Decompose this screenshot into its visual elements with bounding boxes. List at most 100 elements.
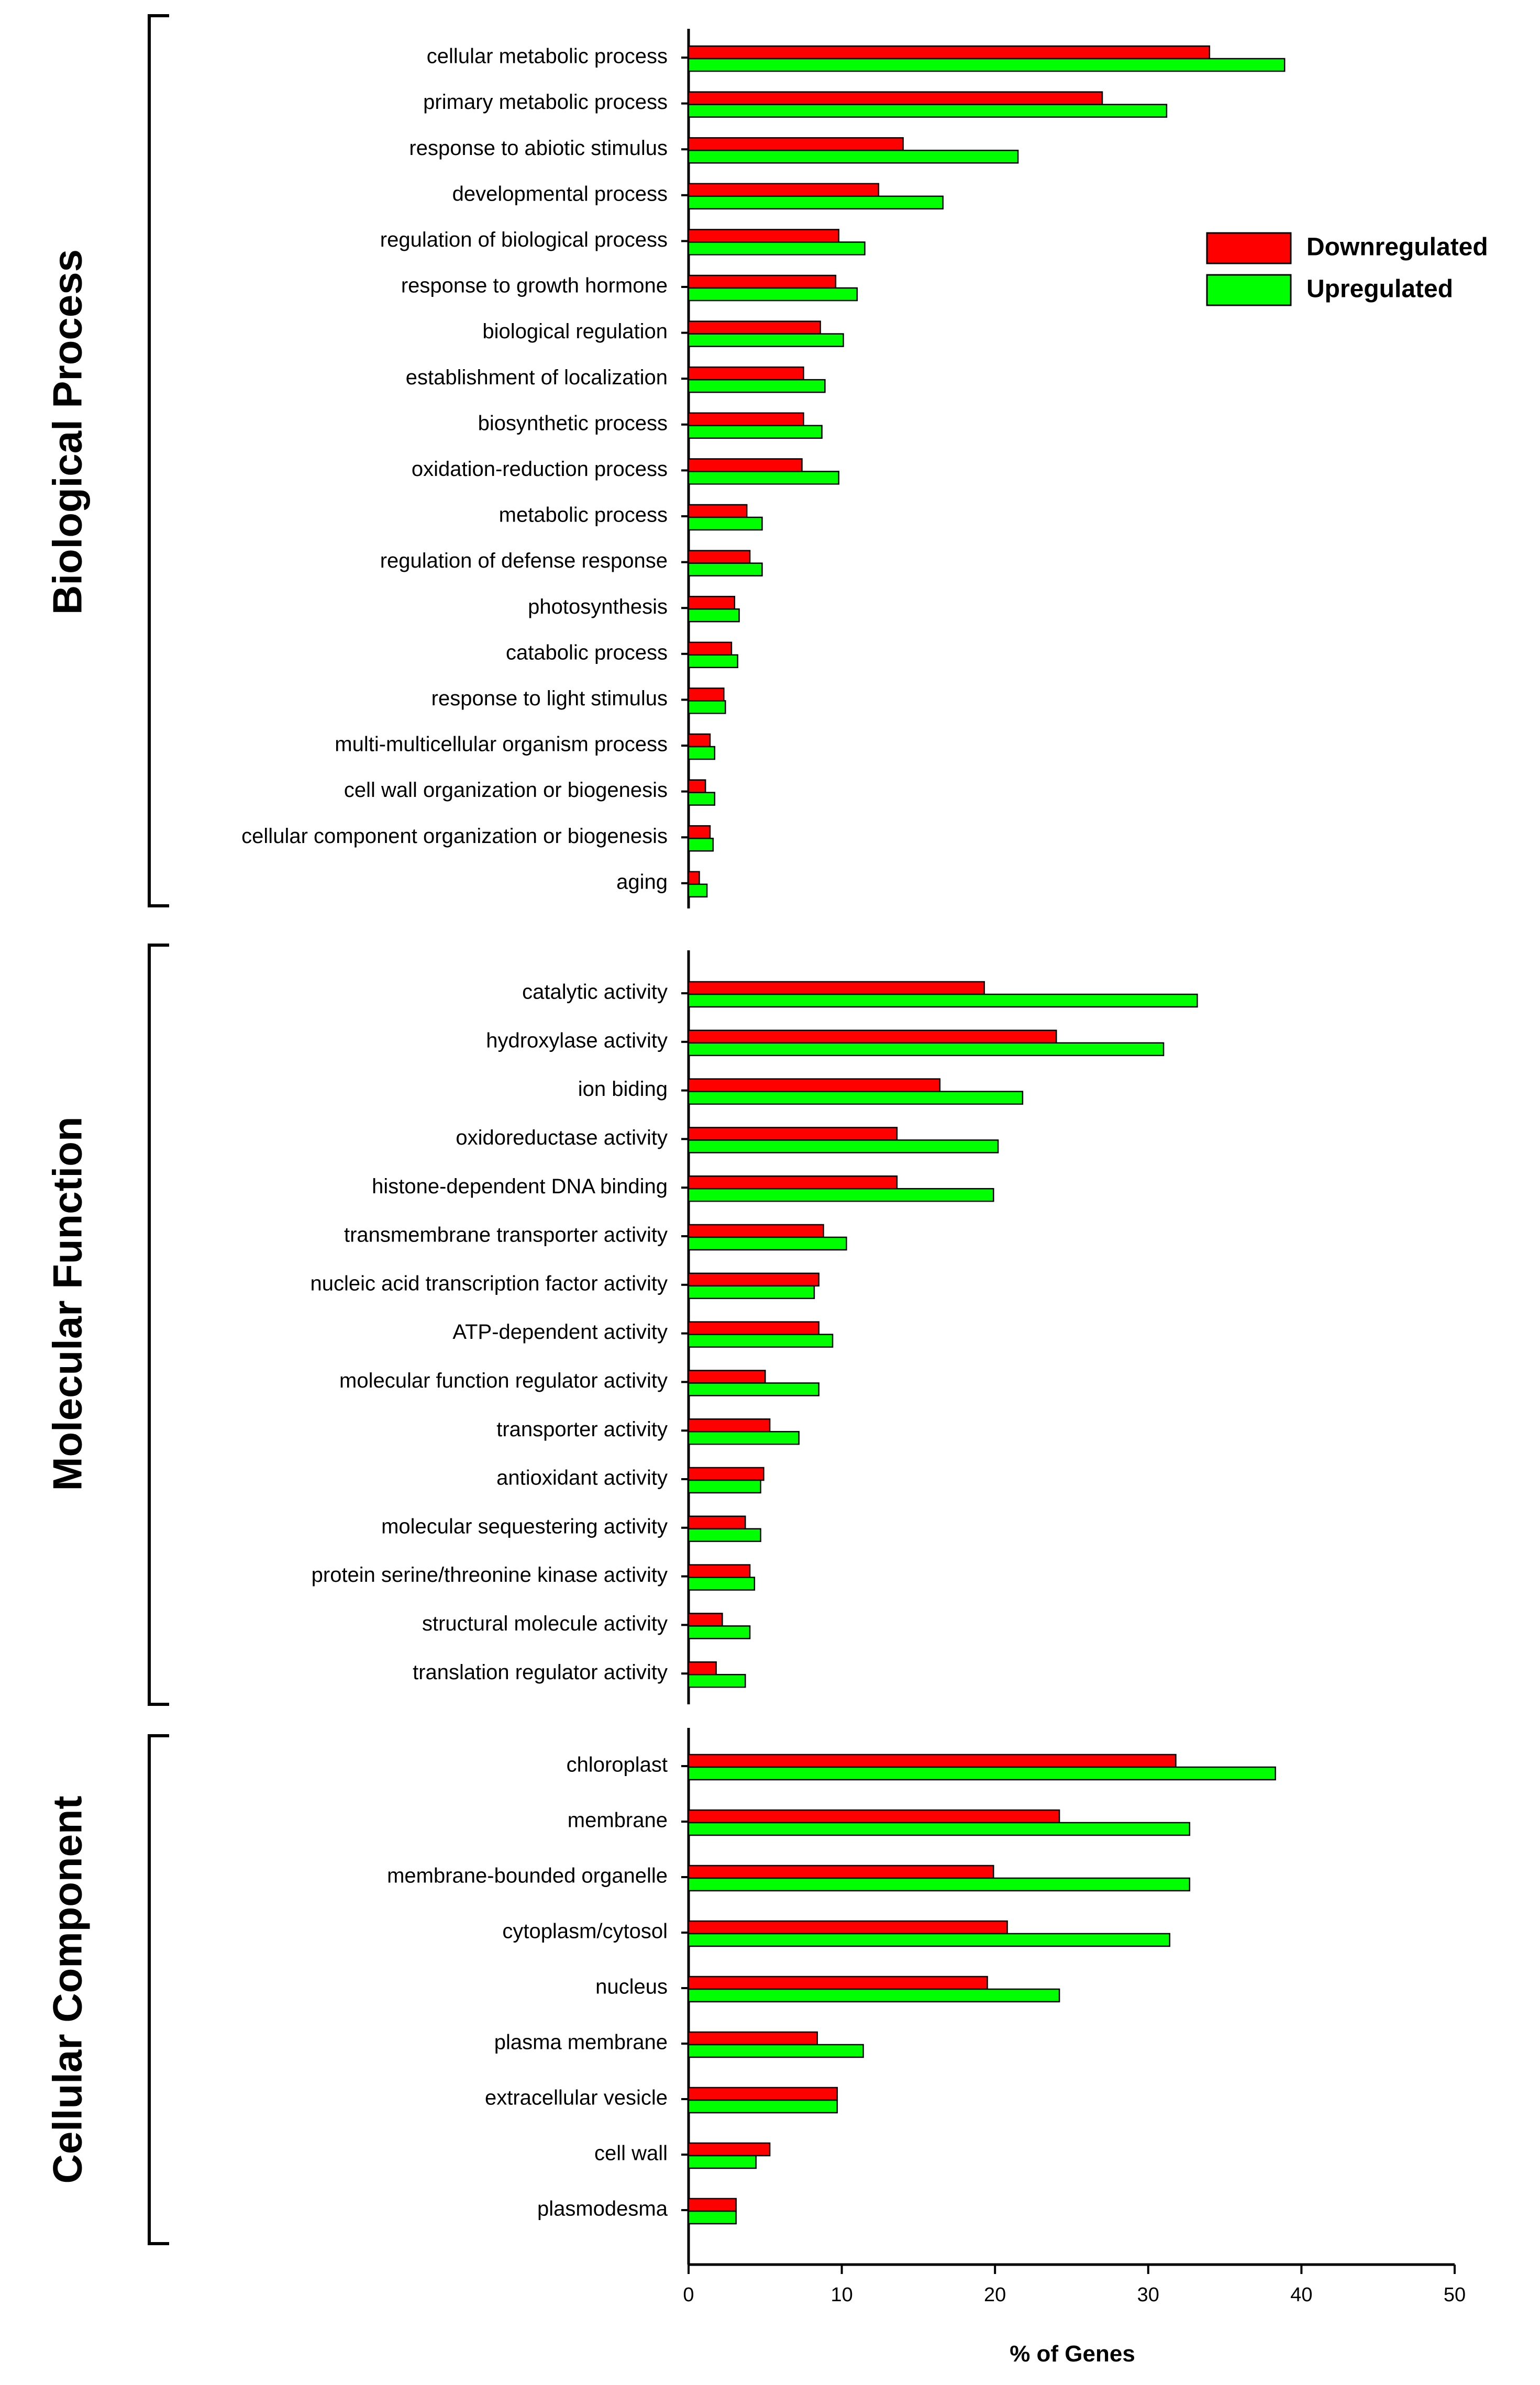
biological-process-category-label: establishment of localization (406, 366, 668, 389)
upregulated-bar (688, 1625, 751, 1639)
downregulated-bar (688, 871, 700, 885)
upregulated-bar (688, 104, 1168, 118)
upregulated-bar (688, 287, 858, 302)
upregulated-bar (688, 1188, 994, 1202)
biological-process-category-label: response to growth hormone (401, 274, 668, 297)
cellular-component-category-label: extracellular vesicle (485, 2087, 668, 2110)
upregulated-bar (688, 1528, 761, 1543)
molecular-function-category-label: hydroxylase activity (486, 1029, 668, 1052)
upregulated-bar (688, 149, 1019, 164)
molecular-function-title: Molecular Function (45, 1116, 91, 1491)
upregulated-bar (688, 562, 763, 576)
molecular-function-category-label: transmembrane transporter activity (344, 1224, 668, 1247)
molecular-function-category-label: ion biding (578, 1078, 668, 1101)
downregulated-bar (688, 504, 748, 518)
upregulated-bar (688, 1673, 746, 1688)
biological-process-category-label: primary metabolic process (423, 91, 668, 114)
biological-process-category-label: cell wall organization or biogenesis (344, 779, 668, 802)
upregulated-bar (688, 1091, 1024, 1105)
biological-process-category-label: response to light stimulus (431, 687, 668, 710)
upregulated-bar (688, 700, 726, 714)
downregulated-bar (688, 2031, 818, 2046)
upregulated-bar (688, 379, 826, 393)
cellular-component-category-label: plasma membrane (494, 2031, 668, 2054)
upregulated-bar (688, 1479, 761, 1494)
downregulated-bar (688, 183, 880, 197)
biological-process-category-label: oxidation-reduction process (412, 458, 668, 481)
upregulated-bar (688, 993, 1198, 1008)
upregulated-bar (688, 1877, 1191, 1892)
molecular-function-category-label: histone-dependent DNA binding (372, 1175, 668, 1198)
upregulated-bar (688, 2155, 757, 2169)
downregulated-bar (688, 366, 804, 381)
upregulated-bar (688, 333, 844, 347)
downregulated-bar (688, 458, 803, 472)
downregulated-bar (688, 2142, 771, 2157)
downregulated-legend-swatch (1206, 232, 1292, 264)
biological-process-bracket (148, 14, 169, 907)
molecular-function-category-label: structural molecule activity (422, 1612, 668, 1635)
biological-process-title: Biological Process (45, 249, 91, 615)
molecular-function-category-label: catalytic activity (522, 981, 668, 1004)
downregulated-bar (688, 1754, 1177, 1768)
molecular-function-category-label: antioxidant activity (496, 1467, 668, 1490)
biological-process-category-label: regulation of biological process (380, 228, 668, 251)
downregulated-bar (688, 981, 985, 995)
downregulated-bar (688, 550, 751, 564)
downregulated-bar (688, 1920, 1008, 1935)
upregulated-bar (688, 1933, 1171, 1947)
molecular-function-category-label: transporter activity (496, 1418, 668, 1441)
downregulated-bar (688, 2087, 838, 2101)
molecular-function-bracket (148, 944, 169, 1706)
molecular-function-category-label: molecular sequestering activity (381, 1515, 668, 1538)
upregulated-bar (688, 883, 708, 898)
downregulated-bar (688, 1224, 824, 1238)
downregulated-bar (688, 1613, 723, 1627)
x-tick-label: 50 (1444, 2284, 1466, 2306)
downregulated-legend-label: Downregulated (1306, 234, 1488, 261)
downregulated-bar (688, 45, 1211, 60)
downregulated-bar (688, 1321, 819, 1335)
upregulated-bar (688, 1822, 1191, 1836)
upregulated-bar (688, 654, 738, 669)
downregulated-bar (688, 1809, 1060, 1824)
biological-process-category-label: aging (616, 870, 668, 893)
x-tick-label: 10 (830, 2284, 852, 2306)
upregulated-bar (688, 746, 715, 760)
downregulated-bar (688, 1515, 746, 1530)
downregulated-bar (688, 1976, 988, 1990)
cellular-component-category-label: cytoplasm/cytosol (502, 1920, 668, 1943)
cellular-component-title: Cellular Component (45, 1795, 91, 2183)
downregulated-bar (688, 229, 839, 243)
x-tick-label: 0 (683, 2284, 694, 2306)
downregulated-bar (688, 1175, 898, 1190)
molecular-function-category-label: protein serine/threonine kinase activity (312, 1563, 668, 1587)
downregulated-bar (688, 1272, 819, 1287)
upregulated-bar (688, 1766, 1276, 1781)
upregulated-legend-label: Upregulated (1306, 275, 1453, 303)
downregulated-bar (688, 320, 821, 335)
upregulated-bar (688, 1334, 834, 1348)
biological-process-category-label: developmental process (452, 182, 668, 205)
molecular-function-category-label: nucleic acid transcription factor activi… (311, 1272, 668, 1295)
downregulated-bar (688, 1865, 994, 1879)
upregulated-bar (688, 1285, 815, 1300)
downregulated-bar (688, 1564, 751, 1578)
downregulated-bar (688, 412, 804, 427)
downregulated-bar (688, 274, 837, 289)
molecular-function-category-label: molecular function regulator activity (339, 1369, 668, 1392)
upregulated-bar (688, 1577, 756, 1591)
upregulated-bar (688, 1139, 999, 1153)
biological-process-category-label: multi-multicellular organism process (335, 733, 668, 756)
downregulated-bar (688, 1661, 717, 1676)
molecular-function-category-label: translation regulator activity (413, 1661, 668, 1684)
upregulated-bar (688, 241, 866, 256)
upregulated-bar (688, 471, 839, 485)
downregulated-bar (688, 1370, 766, 1384)
downregulated-bar (688, 1418, 771, 1433)
upregulated-bar (688, 837, 714, 852)
molecular-function-category-label: ATP-dependent activity (452, 1321, 668, 1344)
biological-process-category-label: catabolic process (506, 641, 668, 664)
upregulated-bar (688, 2044, 864, 2058)
biological-process-category-label: response to abiotic stimulus (409, 137, 668, 160)
